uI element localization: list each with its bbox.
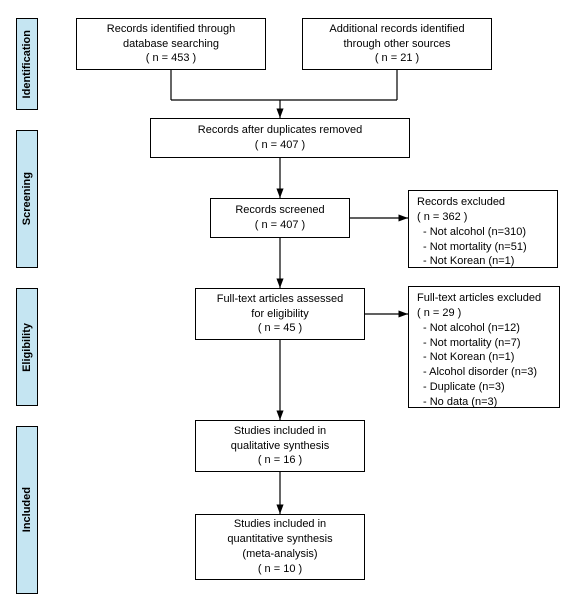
exclude-reason: - Alcohol disorder (n=3) [417,365,551,380]
exclude-count: ( n = 362 ) [417,210,549,225]
exclude-reason: - Not mortality (n=7) [417,336,551,351]
exclude-reason: - Duplicate (n=3) [417,380,551,395]
box-line: quantitative synthesis [227,532,332,547]
box-quantitative: Studies included in quantitative synthes… [195,514,365,580]
box-line: ( n = 407 ) [255,218,305,233]
box-line: Studies included in [234,424,326,439]
box-line: ( n = 45 ) [258,321,302,336]
box-dedup: Records after duplicates removed ( n = 4… [150,118,410,158]
box-line: Studies included in [234,517,326,532]
box-fulltext: Full-text articles assessed for eligibil… [195,288,365,340]
stage-screening: Screening [16,130,38,268]
box-qualitative: Studies included in qualitative synthesi… [195,420,365,472]
stage-identification: Identification [16,18,38,110]
box-line: ( n = 453 ) [146,51,196,66]
box-screened: Records screened ( n = 407 ) [210,198,350,238]
box-line: qualitative synthesis [231,439,329,454]
box-line: ( n = 10 ) [258,562,302,577]
stage-label-text: Identification [21,30,33,98]
box-line: Records identified through [107,22,235,37]
box-line: through other sources [343,37,450,52]
exclude-reason: - No data (n=3) [417,395,551,410]
stage-label-text: Eligibility [21,323,33,372]
exclude-count: ( n = 29 ) [417,306,551,321]
box-line: Full-text articles assessed [217,292,344,307]
exclude-reason: - Not Korean (n=1) [417,350,551,365]
exclude-reason: - Not mortality (n=51) [417,240,549,255]
box-line: ( n = 407 ) [255,138,305,153]
box-line: Additional records identified [329,22,464,37]
stage-included: Included [16,426,38,594]
box-line: ( n = 16 ) [258,453,302,468]
exclude-reason: - Not Korean (n=1) [417,254,549,269]
exclude-fulltext: Full-text articles excluded ( n = 29 ) -… [408,286,560,408]
stage-eligibility: Eligibility [16,288,38,406]
exclude-reason: - Not alcohol (n=12) [417,321,551,336]
box-line: (meta-analysis) [242,547,317,562]
stage-label-text: Screening [21,172,33,225]
box-line: ( n = 21 ) [375,51,419,66]
exclude-reason: - Not alcohol (n=310) [417,225,549,240]
exclude-header: Records excluded [417,195,549,210]
exclude-screened: Records excluded ( n = 362 ) - Not alcoh… [408,190,558,268]
box-line: database searching [123,37,219,52]
exclude-header: Full-text articles excluded [417,291,551,306]
box-line: Records screened [235,203,324,218]
box-line: for eligibility [251,307,308,322]
box-db-search: Records identified through database sear… [76,18,266,70]
box-other-sources: Additional records identified through ot… [302,18,492,70]
stage-label-text: Included [21,487,33,532]
box-line: Records after duplicates removed [198,123,362,138]
